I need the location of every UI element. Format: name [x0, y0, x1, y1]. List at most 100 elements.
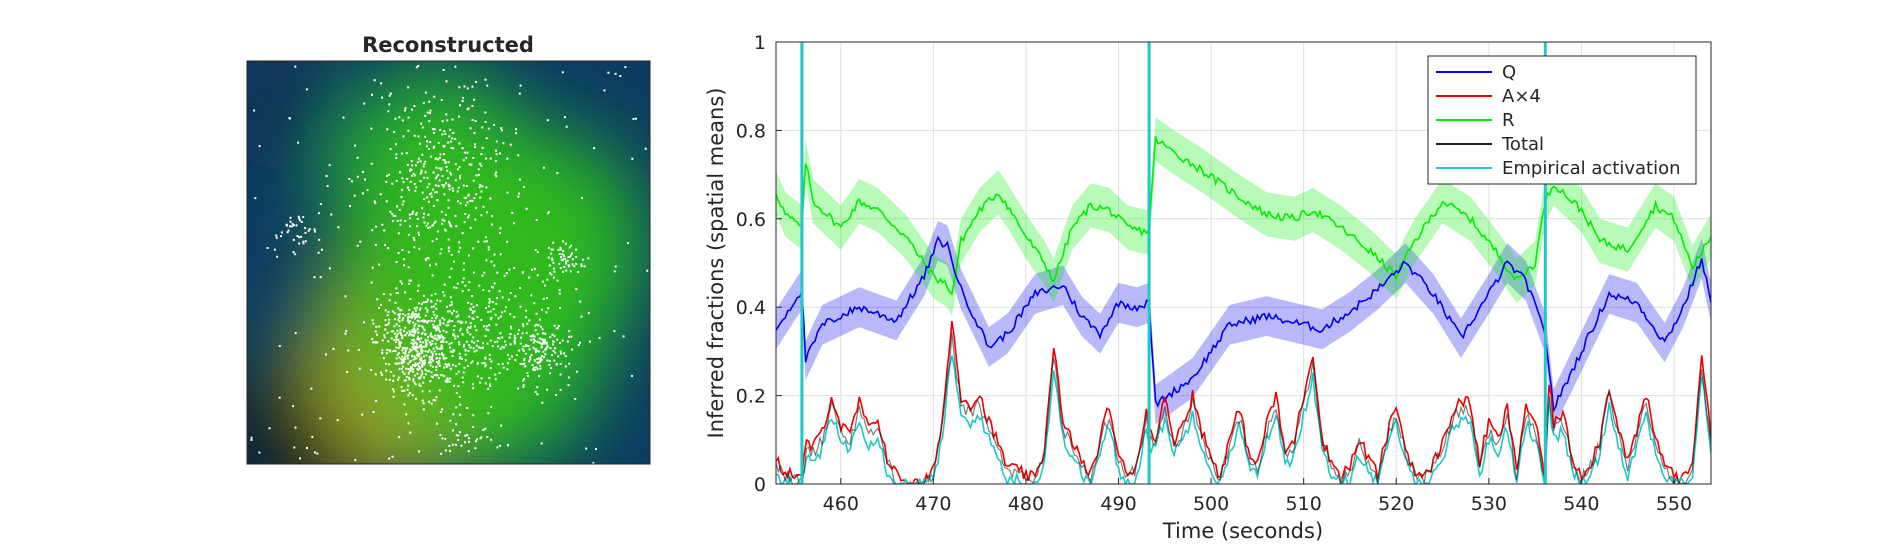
heat-point: [507, 444, 509, 447]
heat-point: [475, 193, 478, 196]
heat-point: [452, 190, 455, 192]
heat-point: [462, 96, 465, 99]
heat-point: [482, 289, 485, 291]
heat-point: [482, 325, 485, 328]
heat-point: [523, 362, 526, 365]
heat-point: [561, 259, 564, 262]
heat-point: [469, 325, 472, 328]
heat-point: [442, 291, 445, 294]
heat-point: [459, 329, 461, 332]
heat-point: [424, 339, 427, 341]
heat-point: [419, 180, 422, 183]
heat-point: [425, 345, 428, 348]
heat-point: [424, 332, 427, 335]
heat-point: [505, 272, 508, 274]
heat-point: [316, 452, 319, 455]
heat-point: [424, 135, 427, 138]
heat-point: [561, 253, 564, 256]
heat-point: [464, 204, 467, 207]
heat-point: [472, 271, 475, 274]
heat-point: [448, 276, 451, 279]
heat-point: [496, 297, 498, 300]
heat-point: [469, 322, 472, 325]
legend-label: Empirical activation: [1502, 158, 1681, 179]
heat-point: [399, 280, 402, 283]
heat-point: [543, 342, 546, 345]
heat-point: [450, 301, 453, 303]
heat-point: [462, 277, 465, 280]
heat-point: [555, 394, 558, 396]
heat-point: [445, 365, 448, 368]
heat-point: [553, 267, 555, 270]
heat-point: [484, 427, 487, 430]
heat-point: [487, 248, 490, 251]
heat-point: [458, 241, 461, 244]
heat-point: [463, 85, 466, 88]
axis-ticks: 460 470 480 490 500 510 520 530 540 55000.20.40.6…: [736, 32, 1692, 515]
heat-point: [585, 447, 588, 450]
heat-point: [412, 236, 415, 239]
heat-point: [407, 313, 410, 316]
heat-point: [499, 232, 502, 234]
heat-point: [398, 320, 401, 323]
heat-point: [370, 127, 373, 130]
heat-point: [439, 252, 442, 255]
heat-point: [541, 338, 544, 341]
heat-point: [546, 388, 549, 391]
heat-point: [480, 214, 483, 217]
heat-point: [403, 258, 406, 261]
heat-point: [563, 116, 566, 119]
heat-point: [619, 75, 622, 77]
heat-point: [414, 362, 417, 365]
heat-point: [546, 278, 549, 281]
heat-point: [291, 222, 294, 225]
heat-point: [375, 325, 378, 328]
heat-point: [603, 89, 606, 92]
heat-point: [418, 377, 421, 380]
heat-point: [450, 224, 452, 227]
y-tick-label: 0: [754, 474, 766, 496]
heat-point: [550, 367, 552, 370]
heat-point: [412, 379, 415, 382]
heat-point: [417, 331, 420, 334]
heat-point: [473, 341, 476, 344]
heat-point: [452, 329, 455, 332]
heat-point: [371, 93, 373, 96]
heat-point: [593, 147, 596, 150]
heat-point: [395, 261, 398, 264]
heat-point: [428, 360, 431, 363]
heat-point: [393, 390, 395, 393]
heat-point: [461, 232, 464, 235]
heat-point: [538, 357, 540, 360]
heat-point: [371, 229, 374, 232]
heat-point: [442, 340, 445, 343]
heat-point: [431, 128, 434, 131]
heat-point: [414, 383, 417, 386]
heat-point: [347, 349, 350, 352]
heat-point: [416, 306, 418, 309]
heat-point: [416, 350, 419, 353]
heat-point: [385, 324, 388, 326]
heat-point: [374, 244, 377, 246]
heat-point: [493, 282, 496, 285]
heat-point: [390, 371, 392, 373]
heat-point: [400, 196, 403, 199]
heat-point: [486, 342, 489, 345]
heat-point: [447, 324, 450, 327]
heat-point: [467, 289, 470, 292]
heat-point: [490, 223, 493, 226]
heat-point: [542, 332, 544, 335]
heat-point: [559, 389, 562, 391]
heat-point: [407, 334, 410, 337]
heat-point: [393, 339, 396, 341]
heat-point: [428, 148, 430, 150]
heat-point: [440, 334, 443, 337]
heat-point: [424, 257, 427, 260]
heat-point: [484, 365, 487, 368]
heat-point: [429, 380, 432, 383]
heat-point: [430, 361, 433, 364]
heat-point: [550, 252, 553, 255]
heat-point: [326, 185, 329, 188]
heat-point: [513, 334, 516, 337]
heat-point: [413, 334, 415, 337]
